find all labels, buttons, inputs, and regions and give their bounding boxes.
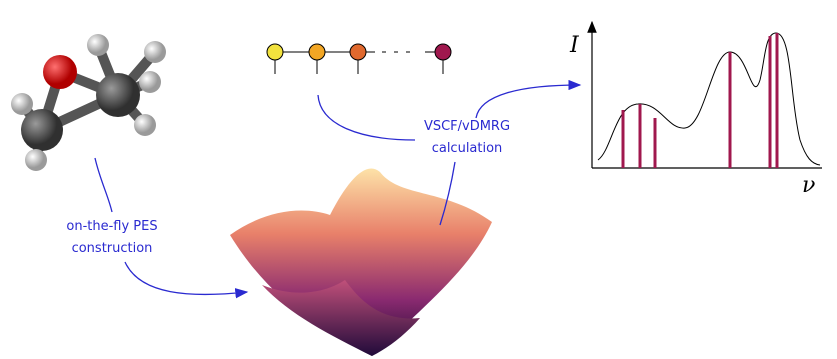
method-label: VSCF/vDMRG: [424, 119, 510, 134]
y-axis-label: I: [569, 33, 580, 58]
diagram: I ν on-the-fly PES construction VSCF/vDM…: [0, 0, 837, 359]
x-axis-label: ν: [802, 173, 815, 198]
method-label: calculation: [432, 141, 503, 156]
pes-label: on-the-fly PES: [66, 219, 157, 234]
molecule: [11, 34, 166, 171]
pes-label: construction: [72, 241, 153, 256]
pes-surface: [230, 169, 492, 356]
spectrum: I ν: [569, 22, 822, 198]
mps-chain: [267, 44, 451, 74]
